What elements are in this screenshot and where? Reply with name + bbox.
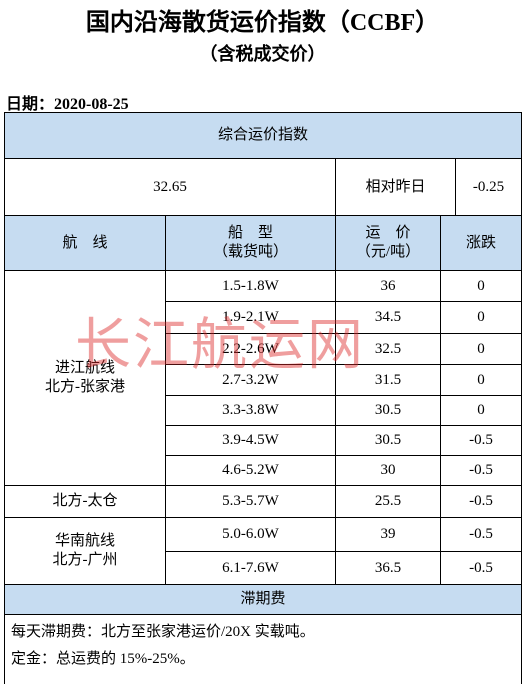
- cell-text: 1.5-1.8W: [222, 277, 279, 294]
- change: 0: [440, 395, 522, 426]
- cell-text: 相对昨日: [365, 178, 426, 195]
- cell-text: 2.2-2.6W: [222, 340, 279, 357]
- watermark: 长江航运网: [75, 315, 365, 377]
- ship-type: 4.6-5.2W: [165, 455, 336, 486]
- cell-text: -0.5: [469, 493, 493, 509]
- notes: 每天滞期费：北方至张家港运价/20X 实载吨。 定金：总运费的 15%-25%。: [4, 614, 522, 684]
- column-header: 涨跌: [440, 215, 522, 271]
- cell-text: 32.5: [374, 340, 402, 357]
- cell-text: 0: [477, 340, 485, 357]
- change: -0.5: [440, 551, 522, 585]
- change: -0.5: [440, 455, 522, 486]
- route: 北方-太仓: [4, 485, 166, 518]
- cell-text: 34.5: [374, 309, 402, 325]
- cell-text: 北方-张家港: [45, 379, 125, 395]
- cell-text: 每天滞期费：北方至张家港运价/20X 实载吨。: [11, 624, 315, 640]
- ship-type: 1.5-1.8W: [165, 270, 336, 302]
- cell-text: 0: [477, 371, 485, 388]
- cell-text: -0.5: [469, 432, 493, 448]
- column-header: 航 线: [4, 215, 166, 271]
- price: 39: [335, 517, 441, 552]
- cell-text: 32.65: [153, 178, 187, 195]
- index-title: 综合运价指数: [4, 112, 522, 159]
- ship-type: 5.0-6.0W: [165, 517, 336, 552]
- change: 0: [440, 364, 522, 396]
- route: 华南航线北方-广州: [4, 517, 166, 585]
- price: 30: [335, 455, 441, 486]
- cell-text: 30.5: [374, 402, 402, 418]
- cell-text: -0.5: [469, 462, 493, 478]
- cell-text: -0.25: [472, 178, 505, 195]
- cell-text: -0.5: [469, 559, 493, 576]
- ship-type: 3.9-4.5W: [165, 425, 336, 456]
- cell-text: 30.5: [374, 432, 402, 448]
- cell-text: 3.9-4.5W: [222, 432, 279, 448]
- cell-text: 1.9-2.1W: [222, 309, 279, 325]
- date: 日期：2020-08-25: [6, 96, 129, 113]
- cell-text: 30: [380, 462, 396, 478]
- cell-text: 0: [477, 277, 485, 294]
- cell-text: 36.5: [374, 559, 402, 576]
- cell-text: 涨跌: [465, 234, 496, 251]
- cell-text: 3.3-3.8W: [222, 402, 279, 418]
- change: -0.5: [440, 425, 522, 456]
- footer-title: 滞期费: [4, 584, 522, 615]
- ship-type: 6.1-7.6W: [165, 551, 336, 585]
- cell-text: （载货吨）: [212, 244, 288, 260]
- change: 0: [440, 333, 522, 365]
- route: 进江航线北方-张家港: [4, 270, 166, 486]
- cell-text: 航 线: [62, 234, 108, 251]
- change: 0: [440, 301, 522, 334]
- change: 0: [440, 270, 522, 302]
- cell-text: -0.5: [469, 526, 493, 542]
- price: 25.5: [335, 485, 441, 518]
- cell-text: 0: [477, 309, 485, 325]
- ship-type: 3.3-3.8W: [165, 395, 336, 426]
- cell-text: 0: [477, 402, 485, 418]
- cell-text: 2.7-3.2W: [222, 371, 279, 388]
- subtitle: （含税成交价）: [199, 44, 326, 64]
- price: 30.5: [335, 395, 441, 426]
- cell-text: 北方-太仓: [52, 493, 118, 509]
- cell-text: 25.5: [374, 493, 402, 509]
- change: -0.5: [440, 485, 522, 518]
- price: 36.5: [335, 551, 441, 585]
- cell-text: 定金：总运费的 15%-25%。: [11, 651, 195, 667]
- ship-type: 5.3-5.7W: [165, 485, 336, 518]
- cell-text: 运 价: [365, 225, 411, 241]
- cell-text: 39: [380, 526, 396, 542]
- cell-text: 36: [380, 277, 396, 294]
- cell-text: 华南航线: [54, 533, 115, 549]
- column-header: 船 型 （载货吨）: [165, 215, 336, 271]
- cell-text: 31.5: [374, 371, 402, 388]
- price: 36: [335, 270, 441, 302]
- cell-text: 进江航线: [54, 360, 115, 376]
- cell-text: 综合运价指数: [217, 127, 308, 143]
- change: -0.5: [440, 517, 522, 552]
- cell-text: 5.3-5.7W: [222, 493, 279, 509]
- index-value: 32.65: [4, 158, 336, 216]
- cell-text: 滞期费: [240, 591, 286, 607]
- title: 国内沿海散货运价指数（CCBF）: [85, 10, 440, 36]
- column-header: 运 价 （元/吨）: [335, 215, 441, 271]
- cell-text: 4.6-5.2W: [222, 462, 279, 478]
- cell-text: （元/吨）: [355, 244, 421, 260]
- cell-text: 6.1-7.6W: [222, 559, 279, 576]
- price: 30.5: [335, 425, 441, 456]
- cell-text: 船 型: [227, 225, 273, 241]
- compare-label: 相对昨日: [335, 158, 456, 216]
- compare-value: -0.25: [455, 158, 522, 216]
- cell-text: 北方-广州: [52, 552, 118, 568]
- cell-text: 5.0-6.0W: [222, 526, 279, 542]
